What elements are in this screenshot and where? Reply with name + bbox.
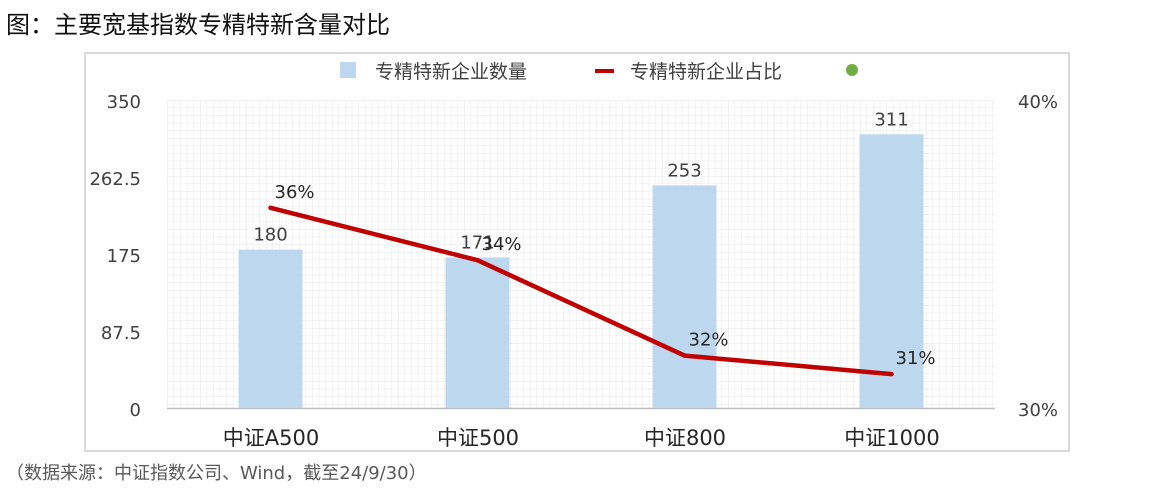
left-axis-ticks: 0 87.5 175 262.5 350 xyxy=(89,92,141,421)
legend-label: 专精特新企业数量 xyxy=(375,61,527,83)
bar-value-label: 171 xyxy=(460,233,494,254)
x-category-label: 中证500 xyxy=(437,426,519,450)
bar-value-label: 253 xyxy=(667,160,701,181)
right-axis-ticks: 30% 40% xyxy=(1018,92,1058,421)
legend-bar-swatch xyxy=(340,62,356,78)
line-value-label: 32% xyxy=(689,330,729,351)
bar-value-labels: 180 171 253 311 xyxy=(253,109,908,253)
y-left-tick-label: 350 xyxy=(107,92,141,113)
bar-value-label: 180 xyxy=(253,225,287,246)
y-left-tick-label: 87.5 xyxy=(101,323,141,344)
share-line xyxy=(268,205,894,377)
bar-value-label: 311 xyxy=(874,109,908,130)
bar xyxy=(859,134,924,409)
combo-chart: 0 87.5 175 262.5 350 30% 40% 中证A500 中证50… xyxy=(89,61,1058,450)
source-note: （数据来源：中证指数公司、Wind，截至24/9/30） xyxy=(6,463,427,484)
y-left-tick-label: 0 xyxy=(130,400,141,421)
y-right-tick-label: 30% xyxy=(1018,400,1058,421)
line-value-label: 31% xyxy=(896,348,936,369)
line-value-labels: 36% 34% 32% 31% xyxy=(275,182,936,369)
x-category-label: 中证A500 xyxy=(223,426,319,450)
line-value-label: 36% xyxy=(275,182,315,203)
chart-frame xyxy=(84,52,1070,452)
y-left-tick-label: 262.5 xyxy=(89,169,141,190)
line-value-label: 34% xyxy=(482,234,522,255)
legend: 专精特新企业数量 专精特新企业占比 xyxy=(340,61,858,83)
y-left-tick-label: 175 xyxy=(107,246,141,267)
figure-title: 图：主要宽基指数专精特新含量对比 xyxy=(6,11,390,39)
bar xyxy=(445,257,510,408)
legend-label: 专精特新企业占比 xyxy=(630,61,782,83)
bar xyxy=(238,249,303,408)
x-category-label: 中证800 xyxy=(644,426,726,450)
y-right-tick-label: 40% xyxy=(1018,92,1058,113)
plot-grid xyxy=(167,100,995,408)
bar-series xyxy=(238,134,924,409)
x-category-label: 中证1000 xyxy=(844,426,939,450)
category-labels: 中证A500 中证500 中证800 中证1000 xyxy=(223,426,940,450)
bar xyxy=(652,185,717,408)
legend-dot-swatch xyxy=(846,64,858,76)
